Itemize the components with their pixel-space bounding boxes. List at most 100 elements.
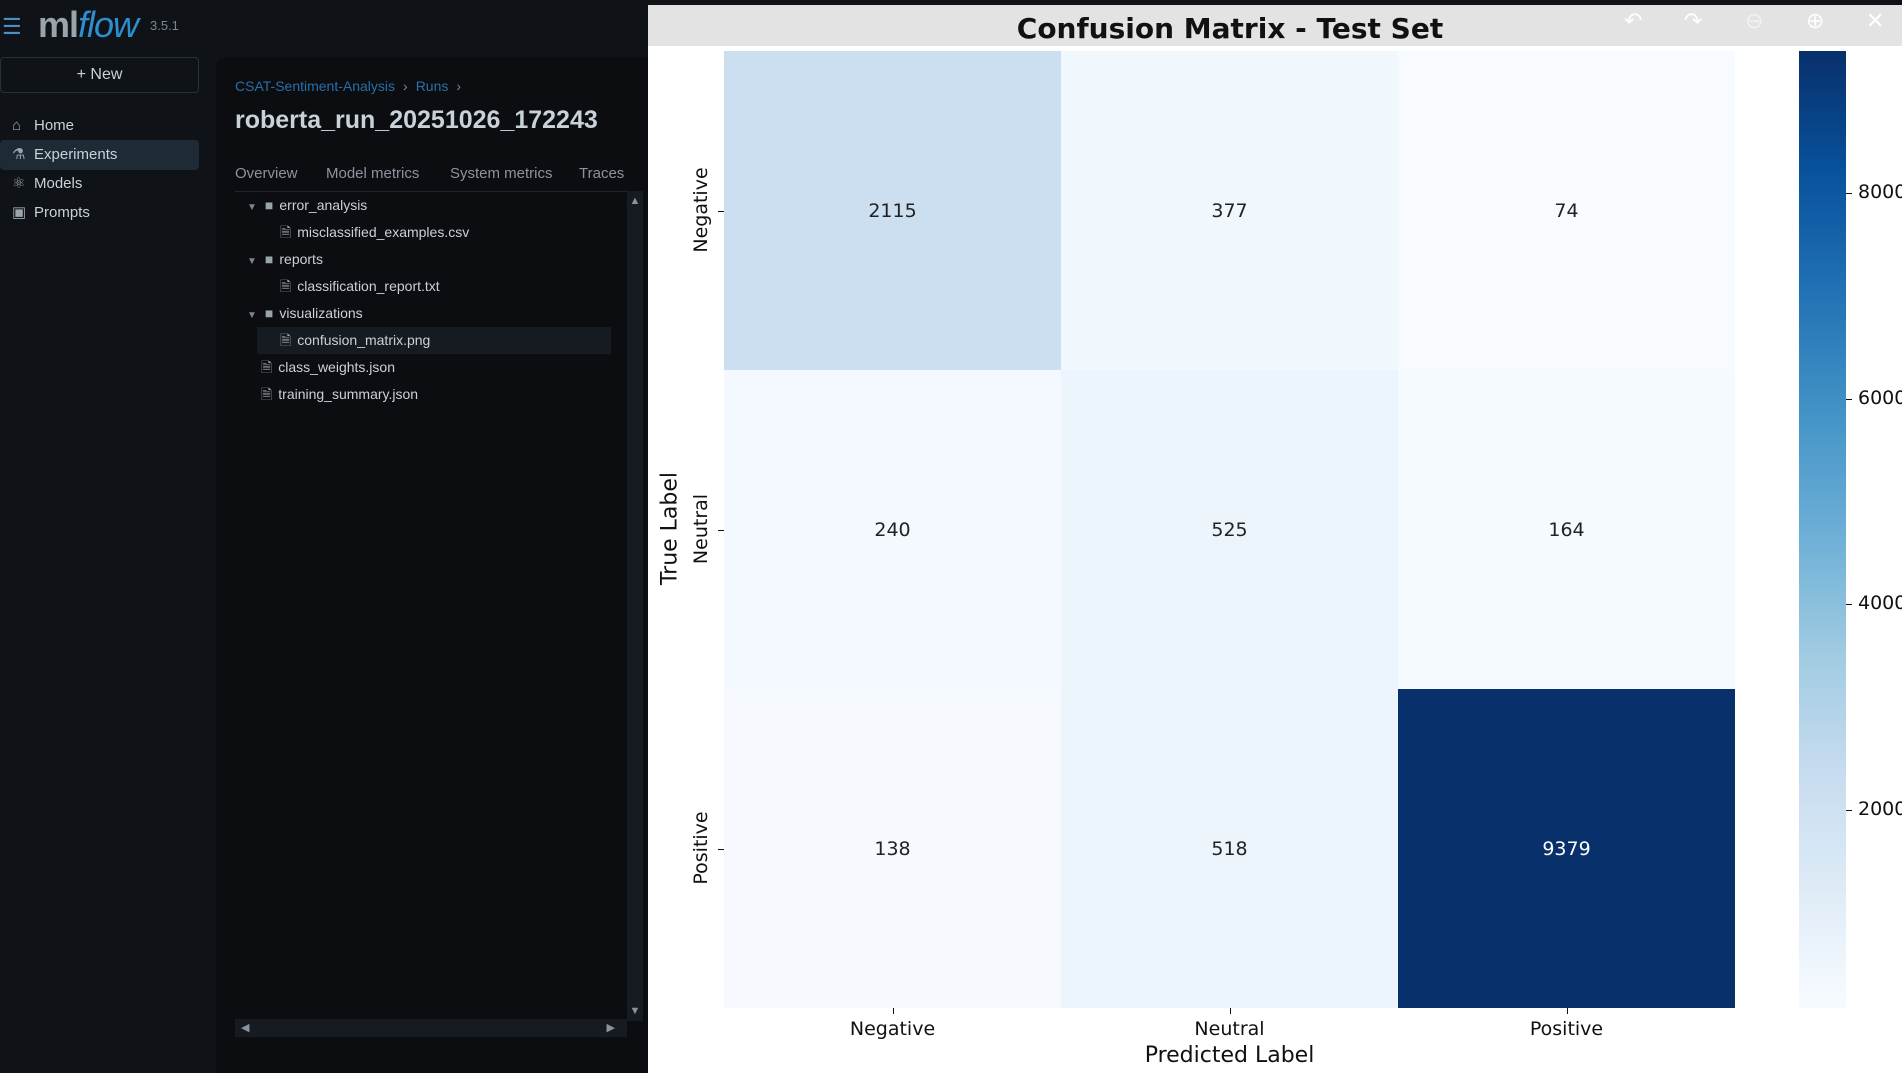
sidebar-label: Home: [34, 117, 75, 134]
sidebar-label: Experiments: [34, 146, 118, 163]
tree-item[interactable]: 🗎 class_weights.json: [235, 354, 611, 381]
heatmap-cell: 377: [1061, 51, 1398, 370]
sidebar-item-home[interactable]: ⌂ Home: [0, 111, 199, 141]
file-icon: 🗎: [280, 278, 292, 294]
tree-item-label: class_weights.json: [278, 359, 395, 375]
tree-item[interactable]: ▼ ■ error_analysis: [235, 192, 611, 219]
heatmap-cell: 518: [1061, 689, 1398, 1008]
y-tick-mark: [718, 210, 724, 212]
tab-traces[interactable]: Traces: [579, 165, 625, 182]
folder-icon: ■: [264, 197, 274, 213]
colorbar: [1799, 51, 1846, 1008]
tab-system-metrics[interactable]: System metrics: [450, 165, 553, 182]
x-tick-mark: [1566, 1008, 1568, 1014]
tree-item[interactable]: 🗎 training_summary.json: [235, 381, 611, 408]
horizontal-scrollbar[interactable]: ◀ ▶: [235, 1019, 627, 1037]
run-panel: [216, 57, 648, 1073]
colorbar-tick-label: 8000: [1858, 180, 1902, 203]
colorbar-tick-label: 6000: [1858, 386, 1902, 409]
heatmap-cell: 2115: [724, 51, 1061, 370]
breadcrumb: CSAT-Sentiment-Analysis › Runs ›: [235, 78, 469, 94]
tree-item-label: classification_report.txt: [297, 278, 440, 294]
close-icon[interactable]: ✕: [1866, 8, 1885, 33]
sidebar-item-prompts[interactable]: ▣ Prompts: [0, 198, 199, 228]
artifact-tree: ▼ ■ error_analysis 🗎 misclassified_examples.…: [235, 191, 627, 1021]
version-label: 3.5.1: [150, 18, 179, 33]
colorbar-tick-mark: [1846, 809, 1852, 811]
tree-item-label: training_summary.json: [278, 386, 419, 402]
colorbar-tick-label: 4000: [1858, 592, 1902, 615]
x-tick-label: Negative: [849, 1018, 936, 1040]
vertical-scrollbar[interactable]: ▲ ▼: [627, 191, 643, 1021]
heatmap-cell: 138: [724, 689, 1061, 1008]
tree-item[interactable]: ▼ ■ visualizations: [235, 300, 611, 327]
y-tick-label: Positive: [690, 810, 712, 885]
y-tick-mark: [718, 529, 724, 531]
menu-icon[interactable]: ☰: [2, 14, 22, 39]
sidebar-item-experiments[interactable]: ⚗ Experiments: [0, 140, 199, 170]
colorbar-tick-mark: [1846, 604, 1852, 606]
scroll-left-icon[interactable]: ◀: [241, 1022, 250, 1034]
heatmap-cell: 9379: [1398, 689, 1735, 1008]
tree-item-label: visualizations: [279, 305, 363, 321]
new-button[interactable]: + New: [0, 57, 199, 93]
redo-icon[interactable]: ↷: [1684, 8, 1703, 33]
tree-item[interactable]: 🗎 confusion_matrix.png: [257, 327, 611, 354]
chevron-right-icon: ›: [456, 78, 462, 94]
tree-item-label: misclassified_examples.csv: [297, 224, 470, 240]
y-tick-label: Negative: [690, 166, 712, 253]
new-label: New: [90, 66, 123, 83]
heatmap-cell: 164: [1398, 370, 1735, 689]
heatmap-cell: 525: [1061, 370, 1398, 689]
folder-icon: ■: [264, 251, 274, 267]
file-icon: 🗎: [261, 386, 273, 402]
scroll-down-icon[interactable]: ▼: [629, 1005, 641, 1017]
tree-item-label: reports: [279, 251, 323, 267]
tree-item[interactable]: 🗎 classification_report.txt: [257, 273, 611, 300]
tree-item[interactable]: 🗎 misclassified_examples.csv: [257, 219, 611, 246]
x-tick-label: Neutral: [1194, 1018, 1265, 1040]
tree-item-label: error_analysis: [279, 197, 368, 213]
caret-down-icon[interactable]: ▼: [247, 310, 257, 321]
zoom-in-icon[interactable]: ⊕: [1806, 8, 1825, 33]
breadcrumb-runs[interactable]: Runs: [415, 78, 449, 94]
scroll-right-icon[interactable]: ▶: [606, 1022, 615, 1034]
mlflow-logo[interactable]: mlflow: [38, 4, 139, 45]
caret-down-icon[interactable]: ▼: [247, 202, 257, 213]
prompts-icon: ▣: [12, 204, 27, 221]
heatmap-cell: 240: [724, 370, 1061, 689]
chart-title: Confusion Matrix - Test Set: [1016, 12, 1444, 45]
tree-item[interactable]: ▼ ■ reports: [235, 246, 611, 273]
scroll-up-icon[interactable]: ▲: [629, 195, 641, 207]
chevron-right-icon: ›: [403, 78, 408, 94]
home-icon: ⌂: [12, 117, 22, 134]
tree-item-label: confusion_matrix.png: [297, 332, 431, 348]
caret-down-icon[interactable]: ▼: [247, 256, 257, 267]
y-tick-mark: [718, 848, 724, 850]
y-axis-label: True Label: [657, 471, 683, 586]
x-axis-label: Predicted Label: [1144, 1043, 1315, 1068]
sidebar-label: Models: [34, 175, 83, 192]
breadcrumb-experiment[interactable]: CSAT-Sentiment-Analysis: [235, 78, 396, 94]
undo-icon[interactable]: ↶: [1624, 8, 1643, 33]
zoom-out-icon[interactable]: ⊖: [1745, 8, 1764, 33]
tab-overview[interactable]: Overview: [235, 165, 298, 182]
file-icon: 🗎: [280, 224, 292, 240]
viewer-toolbar: [648, 5, 1902, 46]
tab-model-metrics[interactable]: Model metrics: [326, 165, 420, 182]
plus-icon: +: [76, 66, 91, 83]
sidebar-item-models[interactable]: ⚛ Models: [0, 169, 199, 199]
image-file-icon: 🗎: [280, 332, 292, 348]
file-icon: 🗎: [261, 359, 273, 375]
heatmap-cell: 74: [1398, 51, 1735, 370]
colorbar-tick-mark: [1846, 398, 1852, 400]
colorbar-tick-mark: [1846, 192, 1852, 194]
x-tick-label: Positive: [1529, 1018, 1604, 1040]
colorbar-tick-label: 2000: [1858, 797, 1902, 820]
page-title: roberta_run_20251026_172243: [235, 106, 598, 134]
y-tick-label: Neutral: [690, 493, 712, 564]
x-tick-mark: [892, 1008, 894, 1014]
sidebar-label: Prompts: [34, 204, 90, 221]
models-icon: ⚛: [12, 175, 26, 192]
folder-icon: ■: [264, 305, 274, 321]
